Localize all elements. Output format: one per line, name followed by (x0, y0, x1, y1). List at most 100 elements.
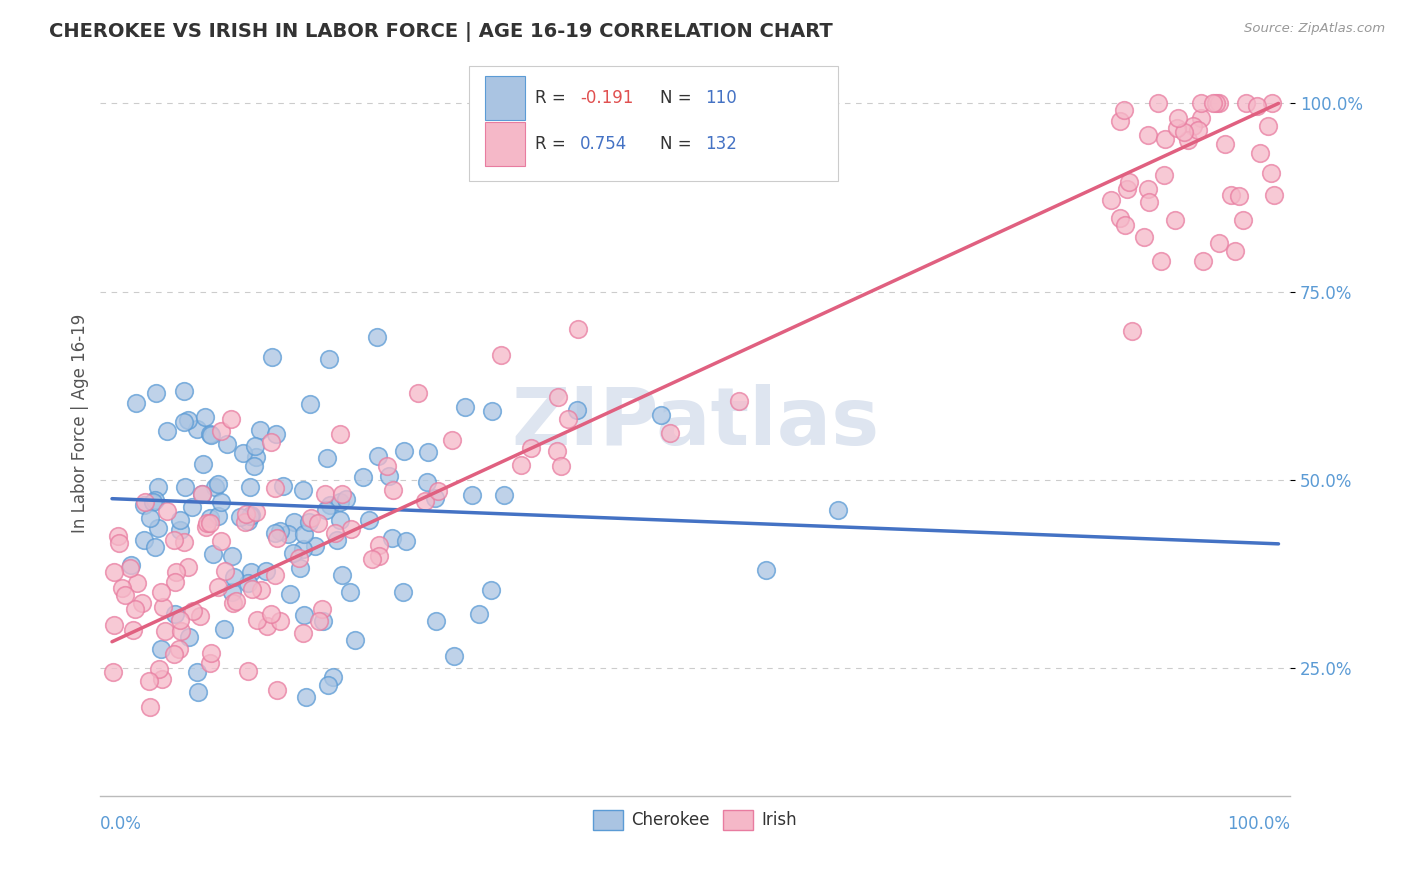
Point (1166, 120, 1188, 135)
Point (180, 500, 202, 514)
Point (295, 690, 318, 705)
Point (239, 508, 262, 523)
Point (269, 615, 291, 629)
Point (319, 498, 342, 512)
Point (415, 475, 437, 489)
Point (103, 617, 125, 632)
Point (215, 437, 238, 451)
Point (131, 597, 153, 611)
Point (198, 427, 221, 442)
Point (1137, 195, 1160, 210)
Point (187, 684, 209, 698)
Point (246, 613, 269, 627)
Point (249, 423, 271, 437)
Point (259, 435, 281, 450)
Point (209, 495, 232, 509)
Point (378, 469, 401, 483)
Point (394, 534, 416, 549)
Point (408, 385, 430, 400)
Point (294, 526, 316, 541)
Point (1189, 96, 1212, 111)
Point (198, 656, 221, 670)
Point (238, 514, 260, 528)
Point (191, 487, 214, 501)
Y-axis label: In Labor Force | Age 16-19: In Labor Force | Age 16-19 (72, 314, 89, 533)
Point (330, 487, 353, 501)
Point (222, 596, 245, 610)
Point (1173, 125, 1195, 139)
Point (288, 560, 311, 574)
Point (240, 582, 263, 596)
Point (1225, 244, 1247, 258)
Point (381, 531, 404, 545)
Point (142, 495, 165, 509)
Point (335, 492, 357, 507)
Point (236, 575, 259, 590)
Point (479, 582, 502, 597)
Point (1121, 324, 1143, 338)
Text: -0.191: -0.191 (579, 88, 633, 107)
Point (195, 516, 218, 530)
Point (510, 458, 533, 472)
Text: ZIPatlas: ZIPatlas (512, 384, 879, 462)
Point (1260, 166, 1282, 180)
Point (315, 503, 337, 517)
Point (427, 483, 450, 498)
Point (1114, 218, 1136, 232)
Point (150, 585, 173, 599)
Point (423, 491, 446, 505)
Point (546, 444, 568, 458)
Point (1205, 96, 1227, 111)
Point (352, 469, 374, 483)
Point (323, 526, 346, 541)
Point (256, 619, 278, 633)
Point (145, 385, 167, 400)
Point (207, 580, 229, 594)
Point (547, 390, 569, 404)
Point (201, 547, 224, 561)
Point (163, 533, 186, 547)
Point (156, 504, 179, 518)
Point (441, 433, 464, 447)
Point (156, 425, 179, 439)
Point (209, 534, 232, 549)
Point (134, 498, 156, 512)
Point (229, 510, 252, 524)
Point (308, 614, 330, 628)
Point (139, 699, 162, 714)
Point (245, 505, 267, 519)
Point (163, 574, 186, 589)
Point (278, 587, 301, 601)
Point (221, 549, 243, 563)
Point (557, 411, 579, 425)
Point (329, 513, 352, 527)
Point (392, 585, 415, 599)
Point (163, 607, 186, 622)
Point (311, 601, 333, 615)
Point (204, 480, 226, 494)
Point (281, 546, 304, 560)
Point (520, 442, 543, 456)
Point (250, 583, 273, 598)
Point (225, 594, 247, 608)
Text: Source: ZipAtlas.com: Source: ZipAtlas.com (1244, 22, 1385, 36)
Text: 132: 132 (704, 135, 737, 153)
FancyBboxPatch shape (470, 66, 838, 181)
Point (392, 444, 415, 458)
Legend: Cherokee, Irish: Cherokee, Irish (586, 804, 804, 836)
Point (169, 624, 191, 638)
Point (1109, 113, 1132, 128)
Point (1208, 96, 1230, 111)
Point (292, 483, 315, 497)
Point (1213, 137, 1236, 152)
Point (1249, 146, 1271, 161)
Point (138, 673, 160, 688)
Point (167, 641, 190, 656)
Point (143, 540, 166, 554)
Text: 0.754: 0.754 (579, 135, 627, 153)
Point (169, 614, 191, 628)
Point (565, 402, 588, 417)
Point (239, 509, 262, 524)
Point (443, 649, 465, 664)
Point (235, 508, 257, 522)
